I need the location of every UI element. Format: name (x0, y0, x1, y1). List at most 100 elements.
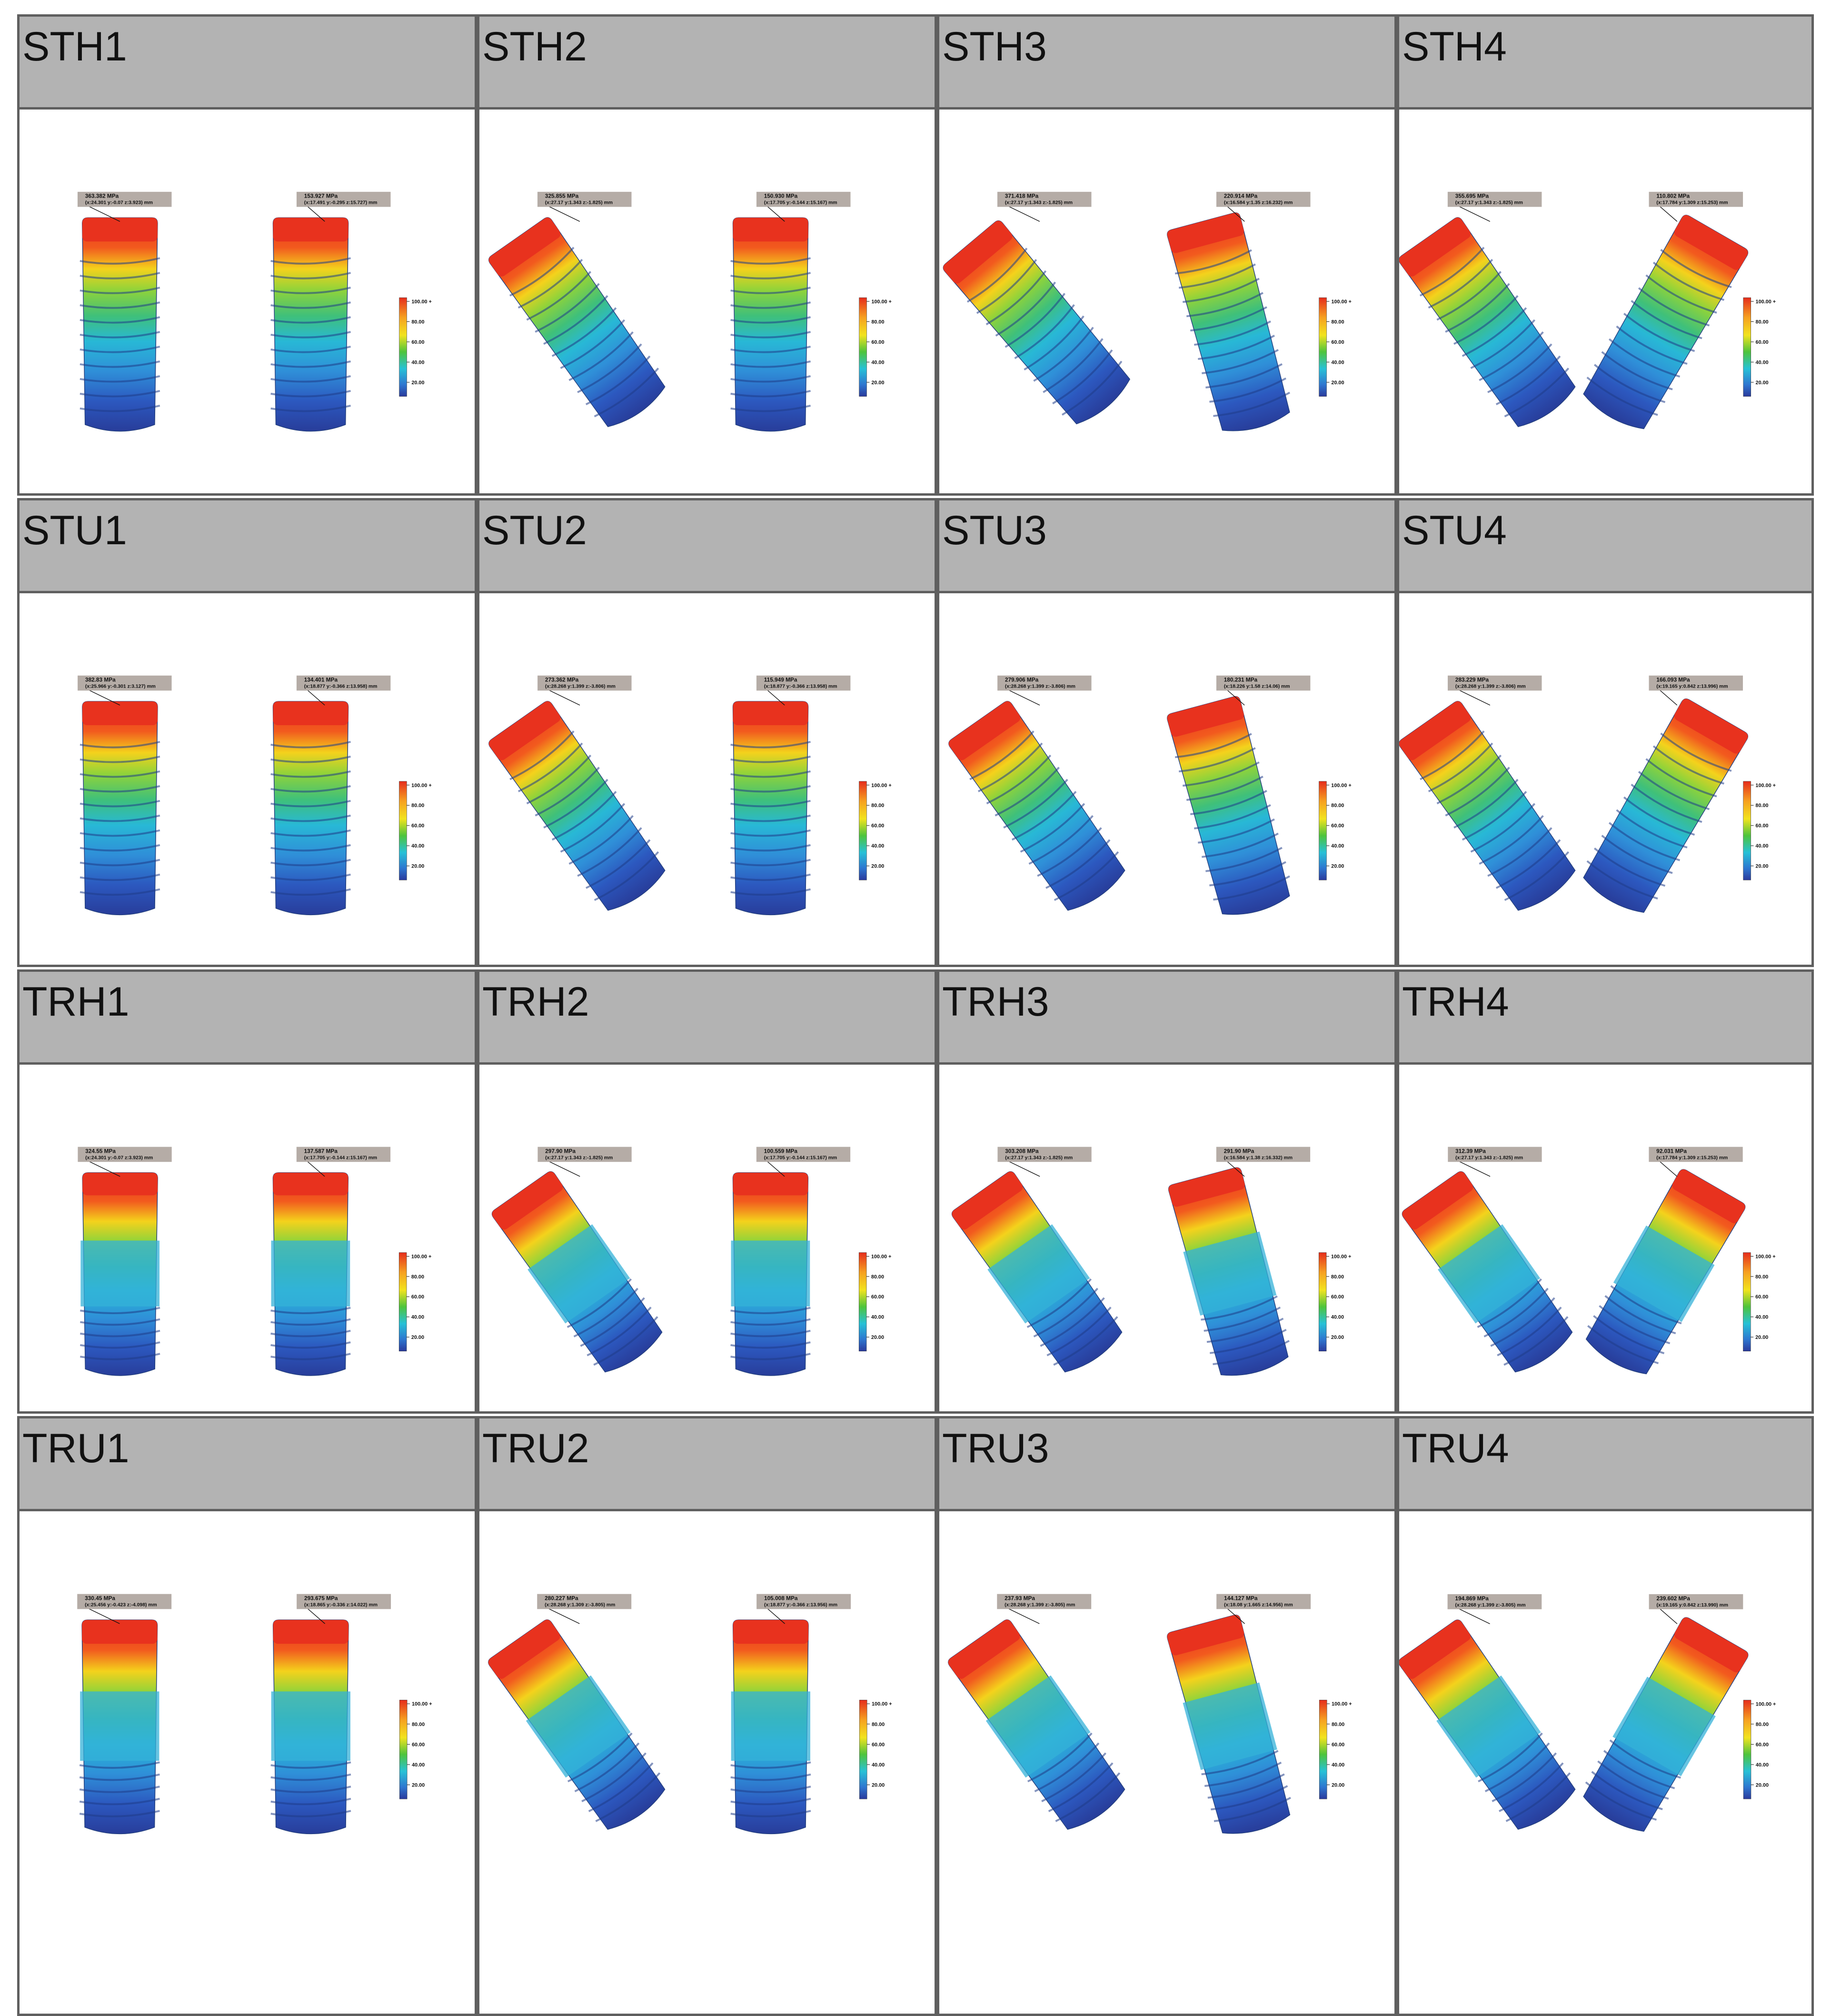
callout-box (997, 191, 1092, 207)
scale-tick-label: 100.00 + (1331, 299, 1352, 305)
panel-header: STH3 (937, 14, 1397, 110)
max-stress-zone (948, 701, 1021, 760)
thread-line (594, 368, 659, 418)
color-scale-legend: 100.00 + 80.00 60.00 40.00 20.00 (399, 781, 432, 880)
stress-value: 355.695 MPa (1455, 193, 1489, 200)
thread-line (1470, 803, 1536, 853)
implant-model (1399, 217, 1576, 428)
panel-title: TRU4 (1402, 1426, 1509, 1471)
thread-line (1183, 278, 1260, 303)
stress-value: 220.914 MPa (1224, 193, 1258, 200)
thread-line (1190, 306, 1267, 332)
thread-line (1053, 1316, 1118, 1366)
thread-line (80, 272, 160, 279)
stress-map-figure: 303.208 MPa(x:27.17 y:1.343 z:-1.825) mm… (951, 1147, 1351, 1376)
thread-line (80, 770, 160, 778)
thread-line (969, 730, 1035, 780)
implant-body (732, 701, 809, 916)
thread-line (1477, 1278, 1542, 1328)
implant-model (951, 1171, 1123, 1373)
thread-line (730, 331, 811, 339)
thread-line (1479, 331, 1544, 381)
implant-model (488, 1619, 666, 1830)
thread-line (730, 287, 811, 294)
scale-tick-label: 20.00 (871, 380, 884, 386)
stress-coord: (x:18.08 y:1.665 z:14.956) mm (1224, 1602, 1293, 1607)
thread-line (1445, 283, 1510, 333)
stress-map-panel: 382.83 MPa (x:25.966 y:-0.301 z:3.127) mm… (17, 591, 477, 967)
callout-leader (1007, 1607, 1040, 1624)
callout-box (756, 1594, 851, 1609)
thread-line (80, 287, 160, 294)
thread-line (270, 1353, 351, 1360)
scale-tick-label: 60.00 (872, 1742, 885, 1747)
color-scale-legend: 100.00 + 80.00 60.00 40.00 20.00 (1318, 1252, 1351, 1352)
color-scale-legend: 100.00 + 80.00 60.00 40.00 20.00 (1743, 1700, 1776, 1799)
scale-tick-label: 40.00 (871, 1315, 884, 1320)
thread-line (1586, 860, 1658, 900)
thread-line (730, 390, 811, 398)
thread-line (1492, 1752, 1557, 1802)
thread-line (1194, 320, 1271, 346)
thread-line (1495, 839, 1561, 889)
stress-map-panel: 363.382 MPa (x:24.301 y:-0.07 z:3.923) mm… (17, 107, 477, 496)
callout-box (296, 675, 391, 691)
callout-box (537, 1594, 632, 1609)
thread-line (1175, 249, 1252, 275)
scale-tick-label: 100.00 + (1756, 299, 1776, 305)
stress-value: 291.90 MPa (1224, 1148, 1254, 1154)
max-stress-zone (273, 701, 348, 726)
stress-coord: (x:28.268 y:1.399 z:-3.805) mm (1455, 1603, 1525, 1608)
thread-line (1652, 745, 1724, 785)
stress-coord: (x:27.17 y:1.343 z:-1.825) mm (545, 200, 613, 206)
stress-map-panel: 330.45 MPa (x:25.456 y:-0.423 z:-4.098) m… (17, 1509, 477, 2016)
stress-coord: (x:18.865 y:-0.336 z:14.022) mm (304, 1602, 378, 1607)
thread-line (1498, 1762, 1564, 1812)
stress-coord: (x:27.17 y:1.343 z:-1.825) mm (1455, 200, 1523, 206)
thread-line (730, 1797, 811, 1806)
thread-line (80, 1307, 160, 1315)
stress-coord: (x:17.705 y:-0.144 z:15.167) mm (304, 1155, 378, 1160)
callout-leader (307, 205, 325, 222)
thread-line (730, 888, 811, 896)
thread-line (1645, 274, 1717, 314)
implant-model (1585, 1169, 1746, 1375)
implant-model (1399, 1619, 1576, 1830)
callout-leader (1007, 205, 1040, 222)
thread-line (270, 1786, 351, 1793)
stress-map-figure: 355.695 MPa(x:27.17 y:1.343 z:-1.825) mm… (1399, 191, 1776, 429)
scale-tick-label: 40.00 (871, 359, 884, 365)
panel-title: STH1 (22, 24, 127, 70)
scale-tick-label: 100.00 + (871, 299, 892, 305)
stress-map-panel: 324.55 MPa (x:24.301 y:-0.07 z:3.923) mm 1… (17, 1062, 477, 1414)
max-stress-zone (1674, 215, 1748, 270)
callout-leader (307, 689, 325, 706)
scale-tick-label: 100.00 + (872, 1701, 892, 1707)
thread-line (270, 1341, 351, 1349)
thread-line (1601, 351, 1673, 390)
thread-line (270, 1810, 351, 1817)
scale-tick-label: 20.00 (1332, 1782, 1344, 1788)
thread-line (79, 1786, 160, 1793)
thread-line (1505, 1772, 1571, 1822)
scale-tick-label: 20.00 (411, 380, 424, 386)
max-stress-zone (1402, 1171, 1473, 1230)
thread-line (1209, 377, 1286, 403)
implant-model (730, 217, 811, 432)
scale-tick-label: 40.00 (1755, 1315, 1768, 1320)
stress-map-panel: 297.90 MPa (x:27.17 y:1.343 z:-1.825) mm 1… (477, 1062, 937, 1414)
thread-line (1205, 847, 1283, 872)
stress-coord: (x:18.877 y:-0.366 z:13.956) mm (764, 1602, 837, 1607)
callout-leader (1659, 205, 1678, 222)
thread-line (585, 355, 651, 406)
thread-line (1428, 259, 1493, 309)
implant-model (1167, 696, 1290, 915)
scale-tick-label: 60.00 (871, 1294, 884, 1300)
scale-tick-label: 60.00 (1331, 339, 1344, 345)
stress-map-figure: 330.45 MPa(x:25.456 y:-0.423 z:-4.098) m… (77, 1594, 432, 1835)
stress-map-panel: 325.855 MPa (x:27.17 y:1.343 z:-1.825) mm… (477, 107, 937, 496)
panel-header: TRU4 (1397, 1416, 1814, 1511)
panel-title: TRU3 (942, 1426, 1049, 1471)
max-stress-zone (82, 701, 158, 726)
max-stress-zone (1167, 1615, 1244, 1656)
